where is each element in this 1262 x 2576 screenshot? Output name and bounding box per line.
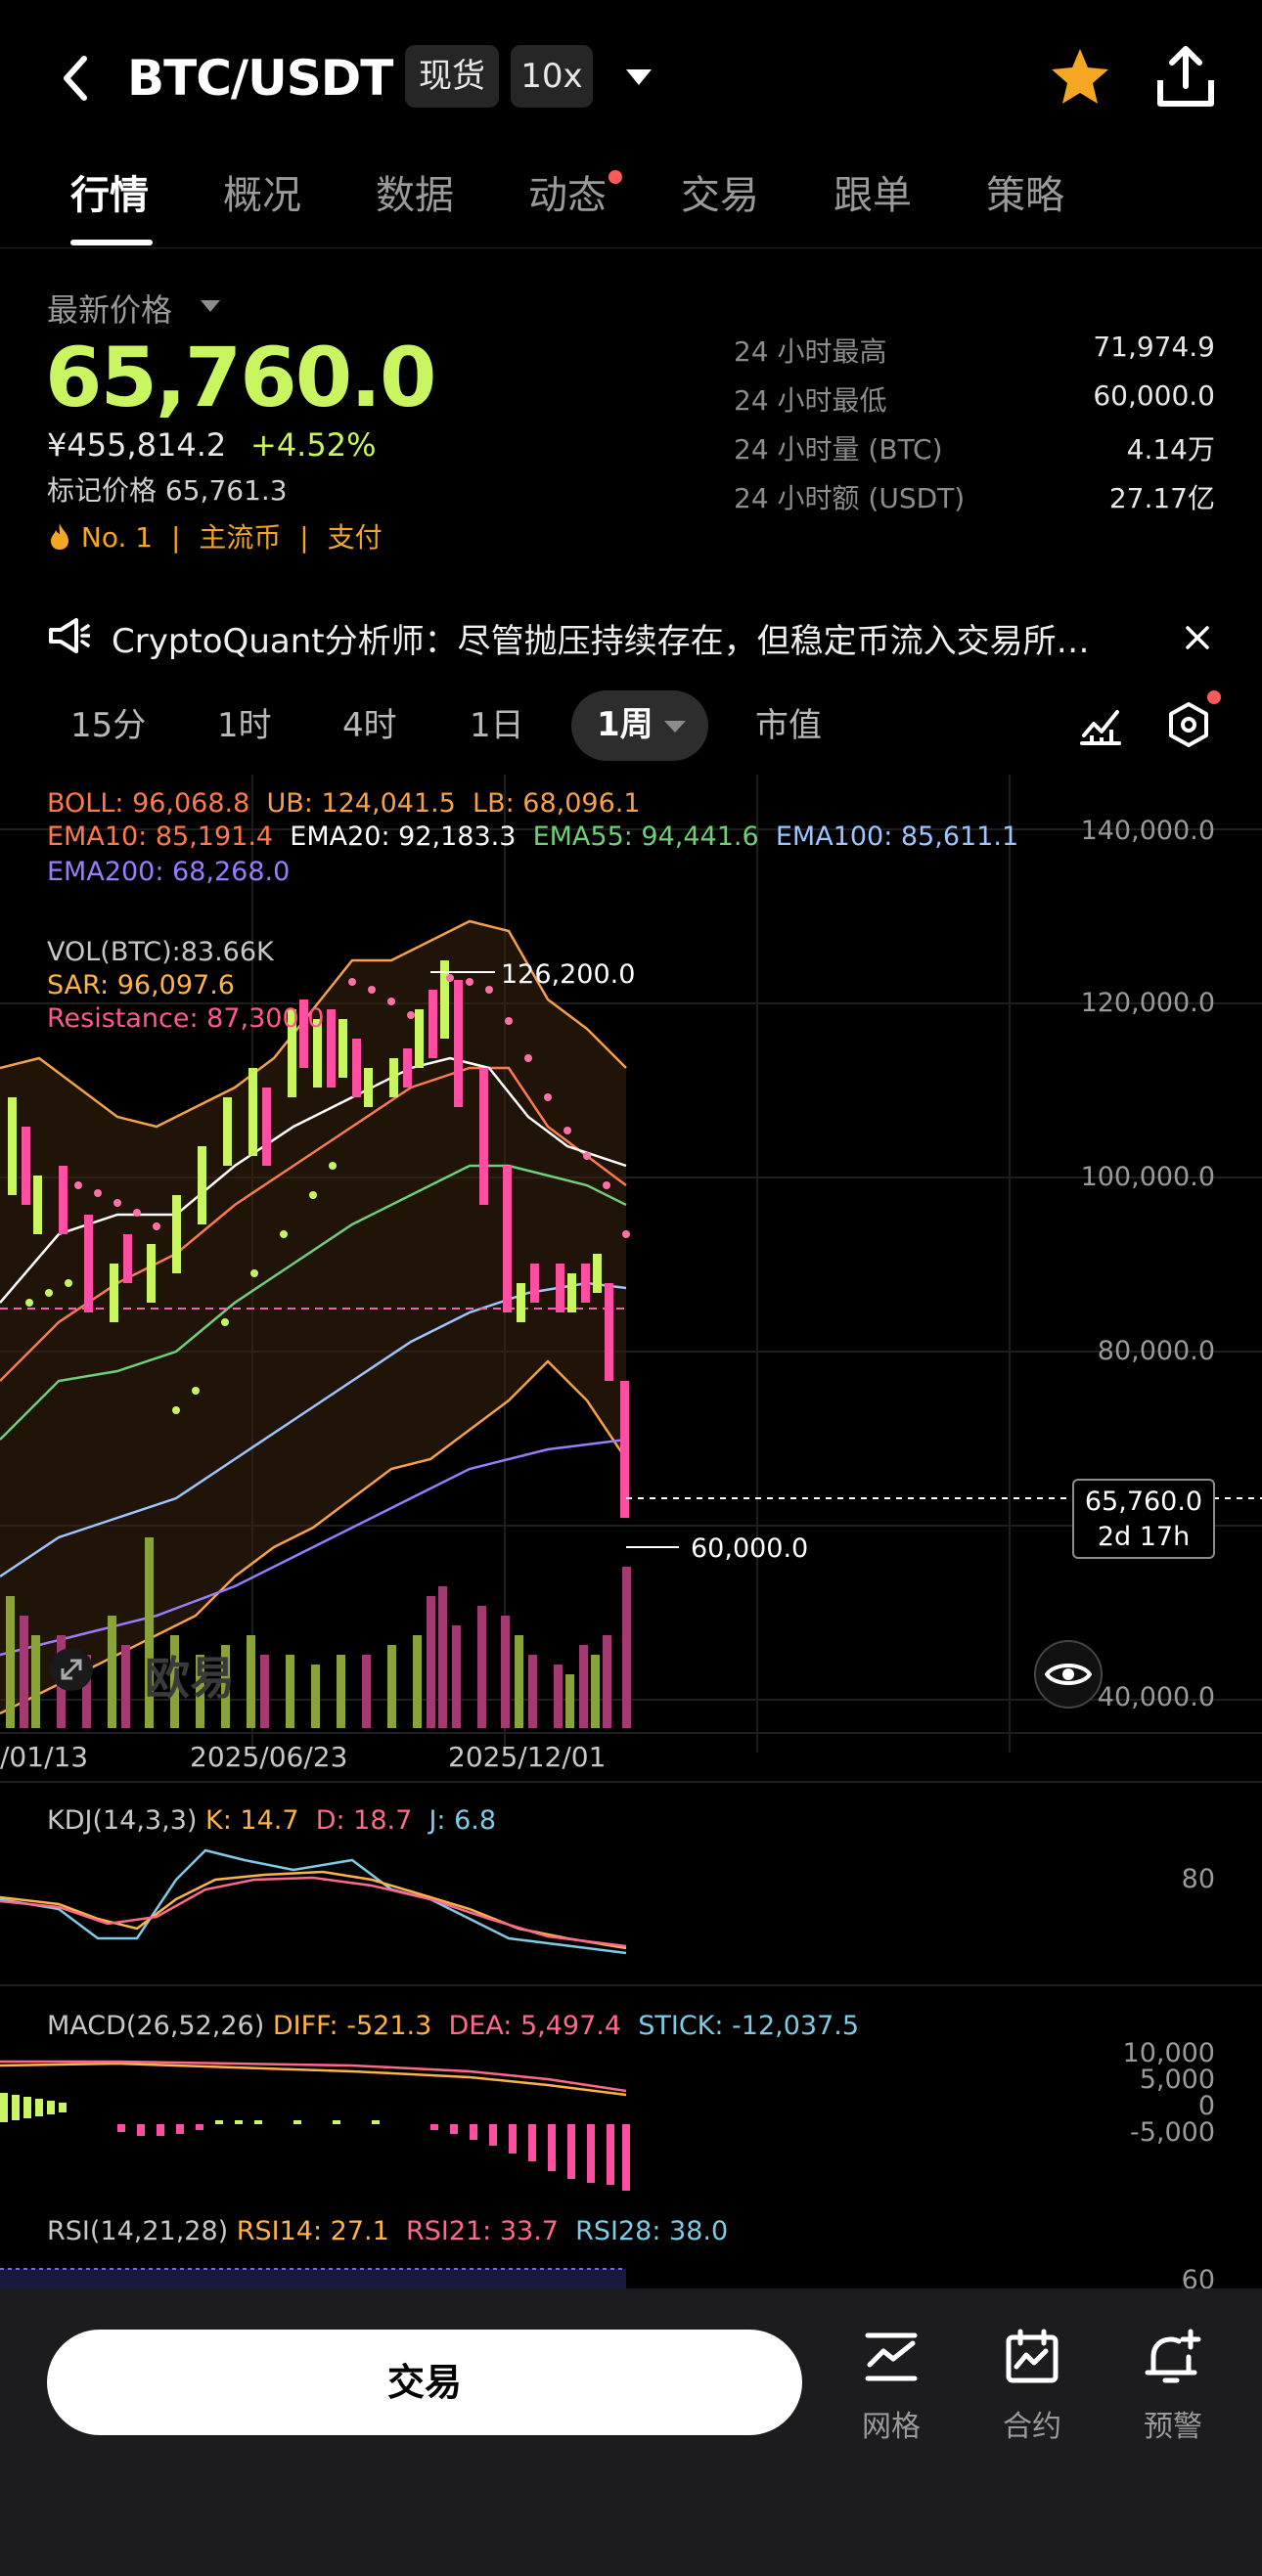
fire-icon xyxy=(51,523,68,550)
y-tick: 40,000.0 xyxy=(1097,1682,1215,1712)
indicator-sar: SAR: 96,097.6 xyxy=(47,970,235,1000)
stat-amount-value: 27.17亿 xyxy=(1108,482,1215,514)
sar-dots-bull xyxy=(25,1162,337,1414)
category-tag[interactable]: 主流币 xyxy=(199,521,282,554)
stat-vol-label: 24 小时量 (BTC) xyxy=(734,433,943,466)
interval-15m[interactable]: 15分 xyxy=(70,706,147,745)
tab-data[interactable]: 数据 xyxy=(376,173,454,218)
grid-icon xyxy=(865,2332,918,2381)
interval-1d[interactable]: 1日 xyxy=(470,706,524,745)
tab-trade[interactable]: 交易 xyxy=(681,173,759,218)
expand-icon[interactable] xyxy=(49,1647,94,1692)
price-label[interactable]: 最新价格 xyxy=(47,291,173,329)
rsi-legend: RSI(14,21,28) RSI14: 27.1 RSI21: 33.7 RS… xyxy=(47,2216,729,2246)
news-ticker[interactable]: CryptoQuant分析师：尽管抛压持续存在，但稳定币流入交易所… xyxy=(0,587,1262,688)
settings-icon[interactable] xyxy=(1164,700,1213,749)
market-type-badge: 现货 xyxy=(405,45,499,108)
contract-button[interactable]: 合约 xyxy=(978,2328,1086,2445)
price-change: +4.52% xyxy=(250,426,377,464)
price-cny: ¥455,814.2 xyxy=(47,426,227,464)
indicator-row-boll: BOLL: 96,068.8 UB: 124,041.5 LB: 68,096.… xyxy=(47,788,641,819)
y-tick: 80,000.0 xyxy=(1097,1336,1215,1366)
ema55-line xyxy=(0,1164,627,1441)
rsi-band xyxy=(0,2269,626,2290)
stat-low-label: 24 小时最低 xyxy=(734,384,887,417)
macd-histogram xyxy=(0,2093,630,2191)
boll-upper xyxy=(0,919,627,1129)
kdj-tick: 80 xyxy=(1181,1864,1215,1894)
indicator-resistance: Resistance: 87,300.0 xyxy=(47,1003,325,1034)
x-tick: /01/13 xyxy=(0,1741,89,1773)
tab-overview[interactable]: 概况 xyxy=(223,173,301,218)
last-price: 65,760.0 xyxy=(45,330,437,425)
main-tabs: 行情 概况 数据 动态 交易 跟单 策略 xyxy=(0,156,1262,248)
notification-dot xyxy=(1207,690,1221,704)
macd-lines xyxy=(0,2060,627,2097)
kdj-legend: KDJ(14,3,3) K: 14.7 D: 18.7 J: 6.8 xyxy=(47,1805,497,1836)
stat-low-value: 60,000.0 xyxy=(1093,379,1215,412)
trade-button[interactable]: 交易 xyxy=(47,2330,802,2435)
news-text[interactable]: CryptoQuant分析师：尽管抛压持续存在，但稳定币流入交易所… xyxy=(112,622,1090,661)
interval-marketcap[interactable]: 市值 xyxy=(755,706,822,745)
pair-title[interactable]: BTC/USDT xyxy=(127,50,393,107)
low-label: 60,000.0 xyxy=(691,1533,808,1564)
stat-amount-label: 24 小时额 (USDT) xyxy=(734,482,966,514)
watermark-logo: 欧易 xyxy=(145,1652,235,1705)
contract-icon xyxy=(1006,2329,1059,2383)
candles xyxy=(8,960,629,1518)
star-icon[interactable] xyxy=(1049,45,1111,108)
notification-dot xyxy=(608,170,622,184)
bottom-action-bar: 交易 网格 合约 预警 xyxy=(0,2288,1262,2576)
close-icon[interactable] xyxy=(1184,624,1211,651)
x-tick: 2025/06/23 xyxy=(190,1741,348,1773)
indicator-row-ema: EMA10: 85,191.4 EMA20: 92,183.3 EMA55: 9… xyxy=(47,822,1019,852)
macd-ticks: 10,000 5,000 0 -5,000 xyxy=(1122,2038,1215,2148)
mark-price: 标记价格 65,761.3 xyxy=(47,474,288,507)
kdj-lines xyxy=(0,1848,627,1955)
macd-legend: MACD(26,52,26) DIFF: -521.3 DEA: 5,497.4… xyxy=(47,2011,860,2041)
interval-4h[interactable]: 4时 xyxy=(342,706,397,745)
active-tab-indicator xyxy=(70,240,153,245)
leverage-badge: 10x xyxy=(511,45,593,108)
tab-feed[interactable]: 动态 xyxy=(528,173,607,218)
sar-dots xyxy=(74,974,630,1238)
tab-copy[interactable]: 跟单 xyxy=(834,173,912,218)
boll-band xyxy=(0,921,626,1713)
x-tick: 2025/12/01 xyxy=(448,1741,607,1773)
payment-tag[interactable]: 支付 xyxy=(327,521,383,554)
indicator-icon[interactable] xyxy=(1078,702,1123,747)
alert-button[interactable]: 预警 xyxy=(1119,2328,1227,2445)
y-tick: 120,000.0 xyxy=(1080,988,1215,1018)
indicator-vol: VOL(BTC):83.66K xyxy=(47,937,274,967)
y-tick: 100,000.0 xyxy=(1080,1162,1215,1192)
eye-icon[interactable] xyxy=(1033,1639,1104,1710)
interval-1h[interactable]: 1时 xyxy=(217,706,272,745)
megaphone-icon xyxy=(49,618,90,653)
tab-market[interactable]: 行情 xyxy=(70,173,149,218)
grid-button[interactable]: 网格 xyxy=(837,2328,945,2445)
tag-row: No. 1 | 主流币 | 支付 xyxy=(47,516,383,555)
boll-lower xyxy=(0,1359,628,1715)
tab-strategy[interactable]: 策略 xyxy=(986,173,1064,218)
caret-down-icon[interactable] xyxy=(200,299,221,313)
rank-tag[interactable]: No. 1 xyxy=(80,521,154,554)
ema200-line xyxy=(0,1438,627,1657)
bell-plus-icon xyxy=(1145,2329,1201,2383)
chevron-down-icon[interactable] xyxy=(624,67,654,88)
share-icon[interactable] xyxy=(1154,43,1217,110)
stat-high-label: 24 小时最高 xyxy=(734,335,887,368)
indicator-ema200: EMA200: 68,268.0 xyxy=(47,857,291,887)
chart-canvas[interactable]: 126,200.0 60,000.0 xyxy=(0,775,1262,2290)
volume-bars xyxy=(6,1537,631,1728)
top-bar: BTC/USDT 现货 10x xyxy=(0,0,1262,156)
stat-high-value: 71,974.9 xyxy=(1093,331,1215,363)
stat-vol-value: 4.14万 xyxy=(1126,433,1215,466)
chevron-down-icon xyxy=(664,721,686,733)
y-tick: 140,000.0 xyxy=(1080,816,1215,846)
current-price-tag: 65,760.0 2d 17h xyxy=(1072,1479,1215,1559)
back-icon[interactable] xyxy=(57,51,96,106)
high-label: 126,200.0 xyxy=(501,959,635,990)
interval-1w[interactable]: 1周 xyxy=(571,690,708,761)
